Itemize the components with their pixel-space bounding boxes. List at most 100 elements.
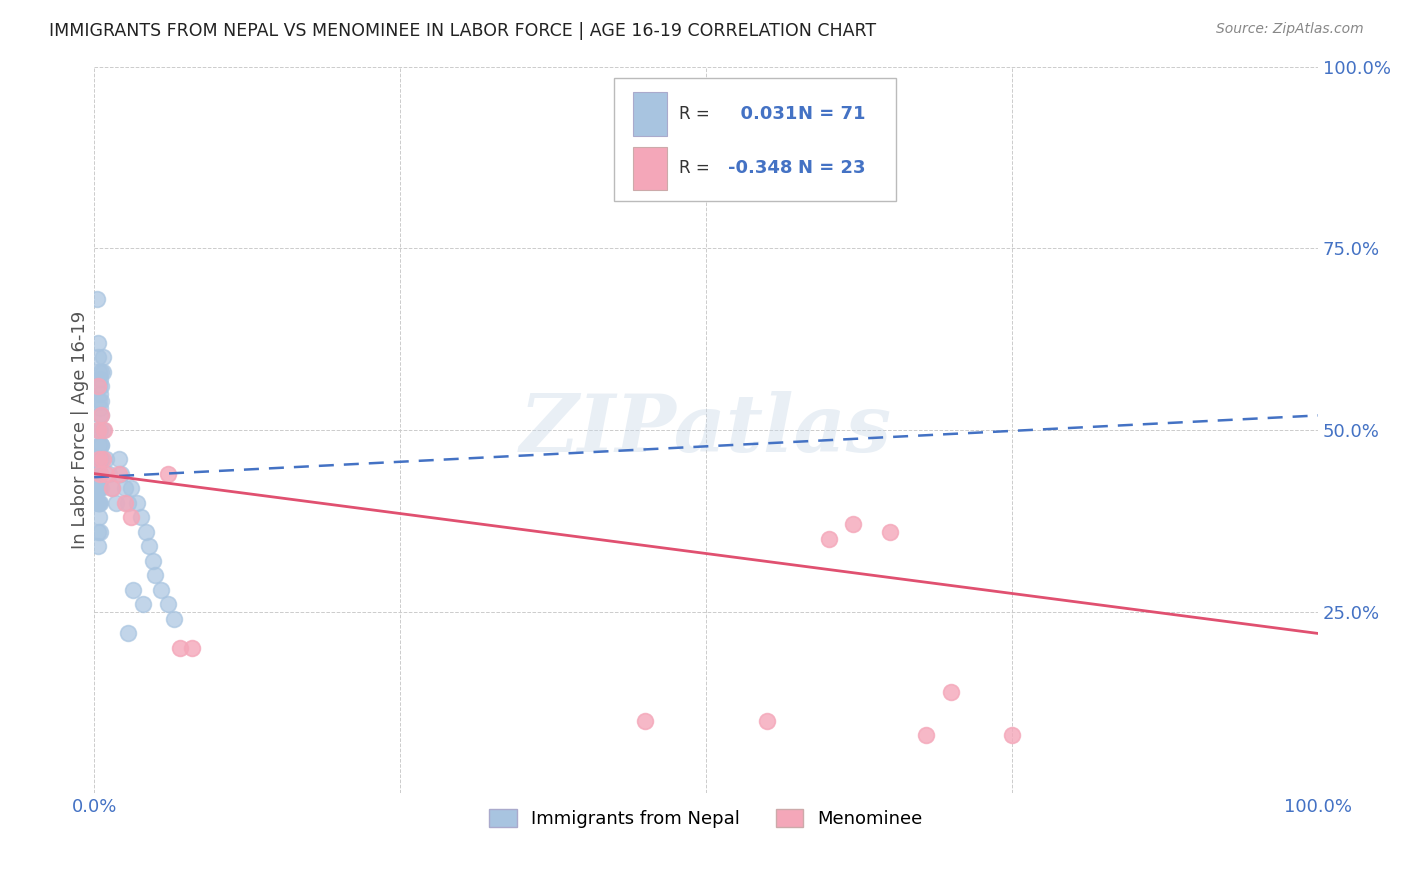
- Point: [87, 351, 110, 365]
- Point: [87, 423, 110, 437]
- Point: [87, 379, 110, 393]
- Point: [842, 517, 865, 532]
- Point: [142, 554, 165, 568]
- Bar: [633, 146, 666, 190]
- Point: [135, 524, 157, 539]
- Point: [150, 582, 173, 597]
- Point: [89, 467, 111, 481]
- Point: [87, 496, 110, 510]
- Point: [93, 423, 115, 437]
- Point: [89, 372, 111, 386]
- Point: [91, 351, 114, 365]
- Point: [89, 467, 111, 481]
- Point: [939, 684, 962, 698]
- Point: [90, 379, 112, 393]
- FancyBboxPatch shape: [614, 78, 896, 201]
- Point: [90, 409, 112, 423]
- Point: [87, 481, 110, 495]
- Point: [87, 365, 110, 379]
- Point: [90, 437, 112, 451]
- Point: [89, 386, 111, 401]
- Point: [90, 452, 112, 467]
- Point: [879, 524, 901, 539]
- Point: [90, 409, 112, 423]
- Point: [87, 539, 110, 553]
- Point: [87, 393, 110, 408]
- Point: [87, 510, 110, 524]
- Point: [125, 496, 148, 510]
- Point: [96, 467, 118, 481]
- Point: [756, 714, 779, 728]
- Point: [122, 582, 145, 597]
- Point: [87, 467, 110, 481]
- Point: [90, 365, 112, 379]
- Point: [120, 481, 142, 495]
- Point: [87, 379, 110, 393]
- Point: [89, 496, 111, 510]
- Point: [91, 452, 114, 467]
- Point: [87, 481, 110, 495]
- Text: ZIPatlas: ZIPatlas: [520, 392, 893, 468]
- Y-axis label: In Labor Force | Age 16-19: In Labor Force | Age 16-19: [72, 310, 89, 549]
- Text: R =: R =: [679, 105, 710, 123]
- Point: [90, 481, 112, 495]
- Point: [817, 532, 839, 546]
- Point: [163, 612, 186, 626]
- Point: [120, 510, 142, 524]
- Point: [87, 437, 110, 451]
- Text: -0.348: -0.348: [728, 160, 793, 178]
- Point: [156, 598, 179, 612]
- Point: [107, 452, 129, 467]
- Point: [1001, 728, 1024, 742]
- Point: [87, 467, 110, 481]
- Point: [87, 481, 110, 495]
- Text: N = 71: N = 71: [799, 105, 866, 123]
- Point: [169, 640, 191, 655]
- Point: [107, 467, 129, 481]
- Point: [87, 496, 110, 510]
- Point: [89, 401, 111, 416]
- Point: [132, 598, 155, 612]
- Point: [87, 524, 110, 539]
- Text: R =: R =: [679, 160, 710, 178]
- Point: [89, 452, 111, 467]
- Point: [91, 423, 114, 437]
- Point: [89, 409, 111, 423]
- Point: [105, 496, 128, 510]
- Point: [89, 452, 111, 467]
- Text: IMMIGRANTS FROM NEPAL VS MENOMINEE IN LABOR FORCE | AGE 16-19 CORRELATION CHART: IMMIGRANTS FROM NEPAL VS MENOMINEE IN LA…: [49, 22, 876, 40]
- Point: [96, 452, 118, 467]
- Point: [87, 335, 110, 350]
- Point: [89, 524, 111, 539]
- Point: [114, 496, 136, 510]
- Point: [143, 568, 166, 582]
- Point: [101, 481, 124, 495]
- Text: N = 23: N = 23: [799, 160, 866, 178]
- Point: [87, 452, 110, 467]
- Point: [129, 510, 152, 524]
- Point: [634, 714, 657, 728]
- Point: [89, 423, 111, 437]
- Point: [87, 496, 110, 510]
- Point: [181, 640, 204, 655]
- Point: [87, 452, 110, 467]
- Point: [114, 481, 136, 495]
- Point: [87, 481, 110, 495]
- Point: [138, 539, 160, 553]
- Point: [156, 467, 179, 481]
- Point: [87, 467, 110, 481]
- Point: [117, 626, 139, 640]
- Point: [87, 467, 110, 481]
- Point: [87, 423, 110, 437]
- Point: [915, 728, 938, 742]
- Point: [91, 365, 114, 379]
- Point: [86, 292, 108, 306]
- Point: [97, 467, 120, 481]
- Point: [86, 467, 108, 481]
- Bar: [633, 92, 666, 136]
- Text: Source: ZipAtlas.com: Source: ZipAtlas.com: [1216, 22, 1364, 37]
- Point: [89, 467, 111, 481]
- Point: [90, 437, 112, 451]
- Point: [110, 467, 132, 481]
- Point: [117, 496, 139, 510]
